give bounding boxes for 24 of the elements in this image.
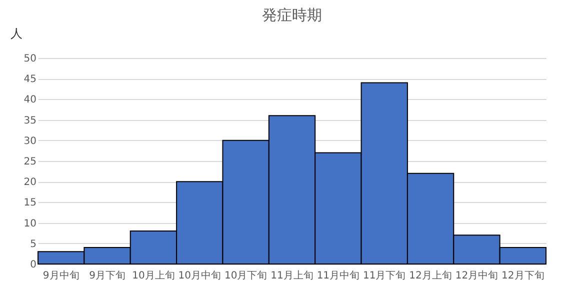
y-tick-label: 35 — [24, 115, 36, 126]
y-tick-label: 20 — [24, 177, 36, 188]
y-tick-label: 5 — [30, 238, 36, 250]
x-tick-label: 12月下旬 — [502, 270, 544, 282]
chart-title: 発症時期 — [262, 6, 322, 24]
y-tick-label: 15 — [24, 198, 36, 209]
y-tick-label: 50 — [24, 54, 36, 64]
x-tick-label: 10月中旬 — [178, 270, 222, 282]
y-tick-label: 40 — [24, 94, 36, 106]
y-tick-label: 0 — [30, 260, 36, 270]
x-tick-label: 11月中旬 — [316, 270, 360, 282]
x-tick-label: 11月下旬 — [362, 270, 406, 282]
x-tick-label: 10月下旬 — [224, 270, 268, 282]
x-tick-label: 9月下旬 — [89, 270, 126, 282]
x-tick-label: 9月中旬 — [42, 270, 80, 282]
y-axis-title: 人 — [10, 26, 22, 40]
y-tick-label: 45 — [24, 74, 36, 86]
x-tick-label: 12月上旬 — [409, 270, 452, 282]
y-tick-label: 30 — [24, 136, 36, 147]
x-tick-label: 12月中旬 — [455, 270, 498, 282]
x-tick-label: 10月上旬 — [132, 270, 175, 282]
y-tick-label: 25 — [24, 156, 36, 168]
x-tick-label: 11月上旬 — [270, 270, 314, 282]
y-tick-label: 10 — [24, 218, 36, 230]
